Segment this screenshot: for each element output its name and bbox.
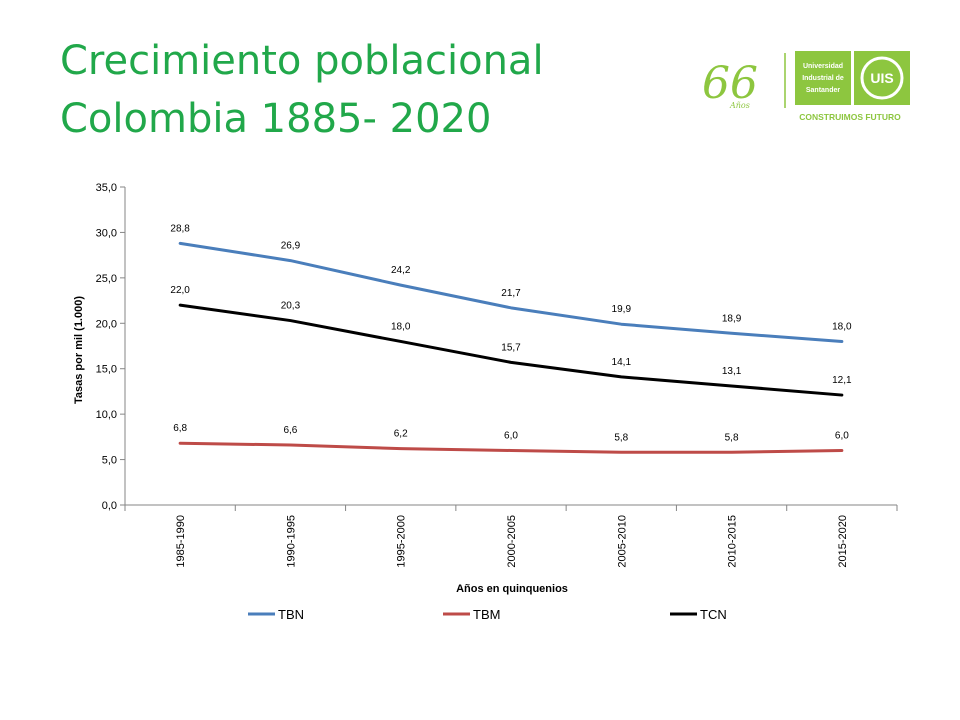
data-label-tbn: 19,9 [612, 304, 632, 315]
data-label-tbm: 6,0 [835, 430, 849, 441]
y-axis-label: Tasas por mil (1.000) [73, 296, 85, 404]
x-axis-label: Años en quinquenios [456, 583, 568, 595]
chart-series [178, 241, 844, 454]
data-label-tcn: 14,1 [612, 357, 632, 368]
slide-title-line1: Crecimiento poblacional [60, 38, 544, 84]
data-label-tbm: 5,8 [725, 432, 739, 443]
data-label-tbm: 6,2 [394, 429, 408, 440]
x-tick-label: 1985-1990 [175, 515, 187, 568]
slide-title: Crecimiento poblacional Colombia 1885- 2… [60, 32, 544, 148]
logo-university-line1: Universidad [803, 63, 843, 70]
legend-label-tcn: TCN [700, 607, 727, 622]
legend-label-tbm: TBM [473, 607, 500, 622]
data-label-tbn: 28,8 [170, 223, 190, 234]
logo-anniversary: 66 [702, 58, 758, 109]
x-tick-label: 1995-2000 [396, 515, 408, 568]
data-label-tbn: 18,9 [722, 313, 742, 324]
y-tick-label: 30,0 [96, 227, 117, 239]
logo-anniversary-sub: Años [729, 101, 750, 110]
logo-university-line3: Santander [806, 87, 841, 94]
chart-legend: TBN TBM TCN [248, 607, 727, 622]
y-tick-label: 10,0 [96, 409, 117, 421]
y-tick-label: 35,0 [96, 182, 117, 194]
data-label-tcn: 18,0 [391, 321, 411, 332]
y-tick-label: 25,0 [96, 273, 117, 285]
data-label-tcn: 12,1 [832, 375, 852, 386]
logo-university-box [795, 51, 851, 105]
logo-mark-ring [860, 56, 904, 100]
data-label-tbn: 18,0 [832, 321, 852, 332]
y-tick-label: 0,0 [102, 500, 117, 512]
data-label-tbn: 24,2 [391, 265, 411, 276]
logo-slogan: CONSTRUIMOS FUTURO [799, 112, 901, 122]
logo-university-line2: Industrial de [802, 75, 844, 82]
data-label-tcn: 22,0 [170, 285, 190, 296]
x-tick-label: 2005-2010 [616, 515, 628, 568]
x-tick-label: 1990-1995 [285, 515, 297, 568]
series-line-tcn [178, 303, 844, 397]
data-label-tbm: 6,8 [173, 423, 187, 434]
data-label-tcn: 20,3 [281, 301, 301, 312]
x-tick-label: 2000-2005 [506, 515, 518, 568]
data-label-tbn: 26,9 [281, 241, 301, 252]
y-tick-label: 20,0 [96, 318, 117, 330]
data-label-tcn: 15,7 [501, 342, 521, 353]
data-label-tcn: 13,1 [722, 366, 742, 377]
y-tick-label: 5,0 [102, 455, 117, 467]
slide-title-line2: Colombia 1885- 2020 [60, 96, 492, 142]
logo-mark: UIS [870, 70, 893, 86]
series-line-tbn [178, 241, 844, 343]
y-tick-label: 15,0 [96, 364, 117, 376]
data-label-tbm: 6,6 [283, 425, 297, 436]
chart-data-labels: 28,8 26,9 24,2 21,7 19,9 18,9 18,0 6,8 6,6 6,2 6,0… [170, 223, 852, 443]
data-label-tbm: 6,0 [504, 430, 518, 441]
data-label-tbm: 5,8 [614, 432, 628, 443]
legend-label-tbn: TBN [278, 607, 304, 622]
data-label-tbn: 21,7 [501, 288, 521, 299]
x-tick-label: 2010-2015 [727, 515, 739, 568]
series-line-tbm [178, 441, 844, 454]
chart-axes: 0,0 5,0 10,0 15,0 20,0 25,0 30,0 35,0 1985-1990 1… [96, 182, 898, 568]
x-tick-label: 2015-2020 [837, 515, 849, 568]
uis-logo: 66 Años Universidad Industrial de Santan… [702, 51, 910, 122]
